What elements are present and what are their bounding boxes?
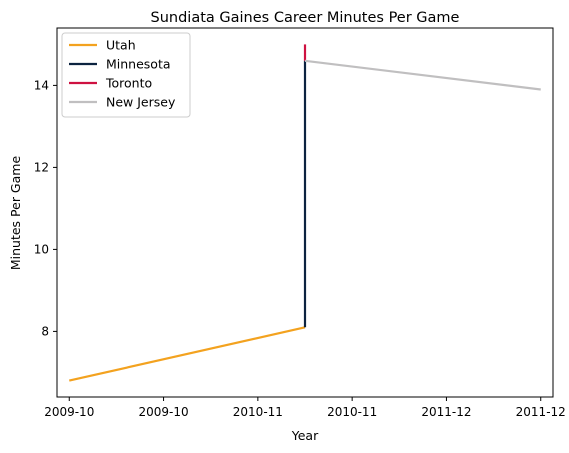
series-layer <box>69 44 541 382</box>
series-line-utah <box>69 326 306 382</box>
y-tick-label: 10 <box>34 242 49 256</box>
y-axis: 8 10 12 14 <box>34 78 57 338</box>
x-tick-label: 2011-12 <box>421 405 471 419</box>
legend-label: Utah <box>106 38 136 53</box>
y-tick-label: 8 <box>41 324 49 338</box>
x-axis: 2009-10 2009-10 2010-11 2010-11 2011-12 2011-… <box>44 397 566 419</box>
x-tick-label: 2011-12 <box>516 405 566 419</box>
y-axis-label: Minutes Per Game <box>8 156 23 271</box>
x-axis-label: Year <box>291 428 319 443</box>
chart-title: Sundiata Gaines Career Minutes Per Game <box>151 10 460 26</box>
y-tick-label: 12 <box>34 160 49 174</box>
x-tick-label: 2009-10 <box>44 405 94 419</box>
legend-box <box>61 32 191 118</box>
legend: Utah Minnesota Toronto New Jersey <box>61 32 191 118</box>
x-tick-label: 2009-10 <box>138 405 188 419</box>
legend-label: New Jersey <box>106 95 176 110</box>
x-tick-label: 2010-11 <box>327 405 377 419</box>
x-tick-label: 2010-11 <box>233 405 283 419</box>
series-line-new-jersey <box>304 59 541 91</box>
legend-label: Toronto <box>105 76 152 91</box>
y-tick-label: 14 <box>34 78 49 92</box>
legend-label: Minnesota <box>106 57 171 72</box>
plot-frame <box>56 27 554 398</box>
